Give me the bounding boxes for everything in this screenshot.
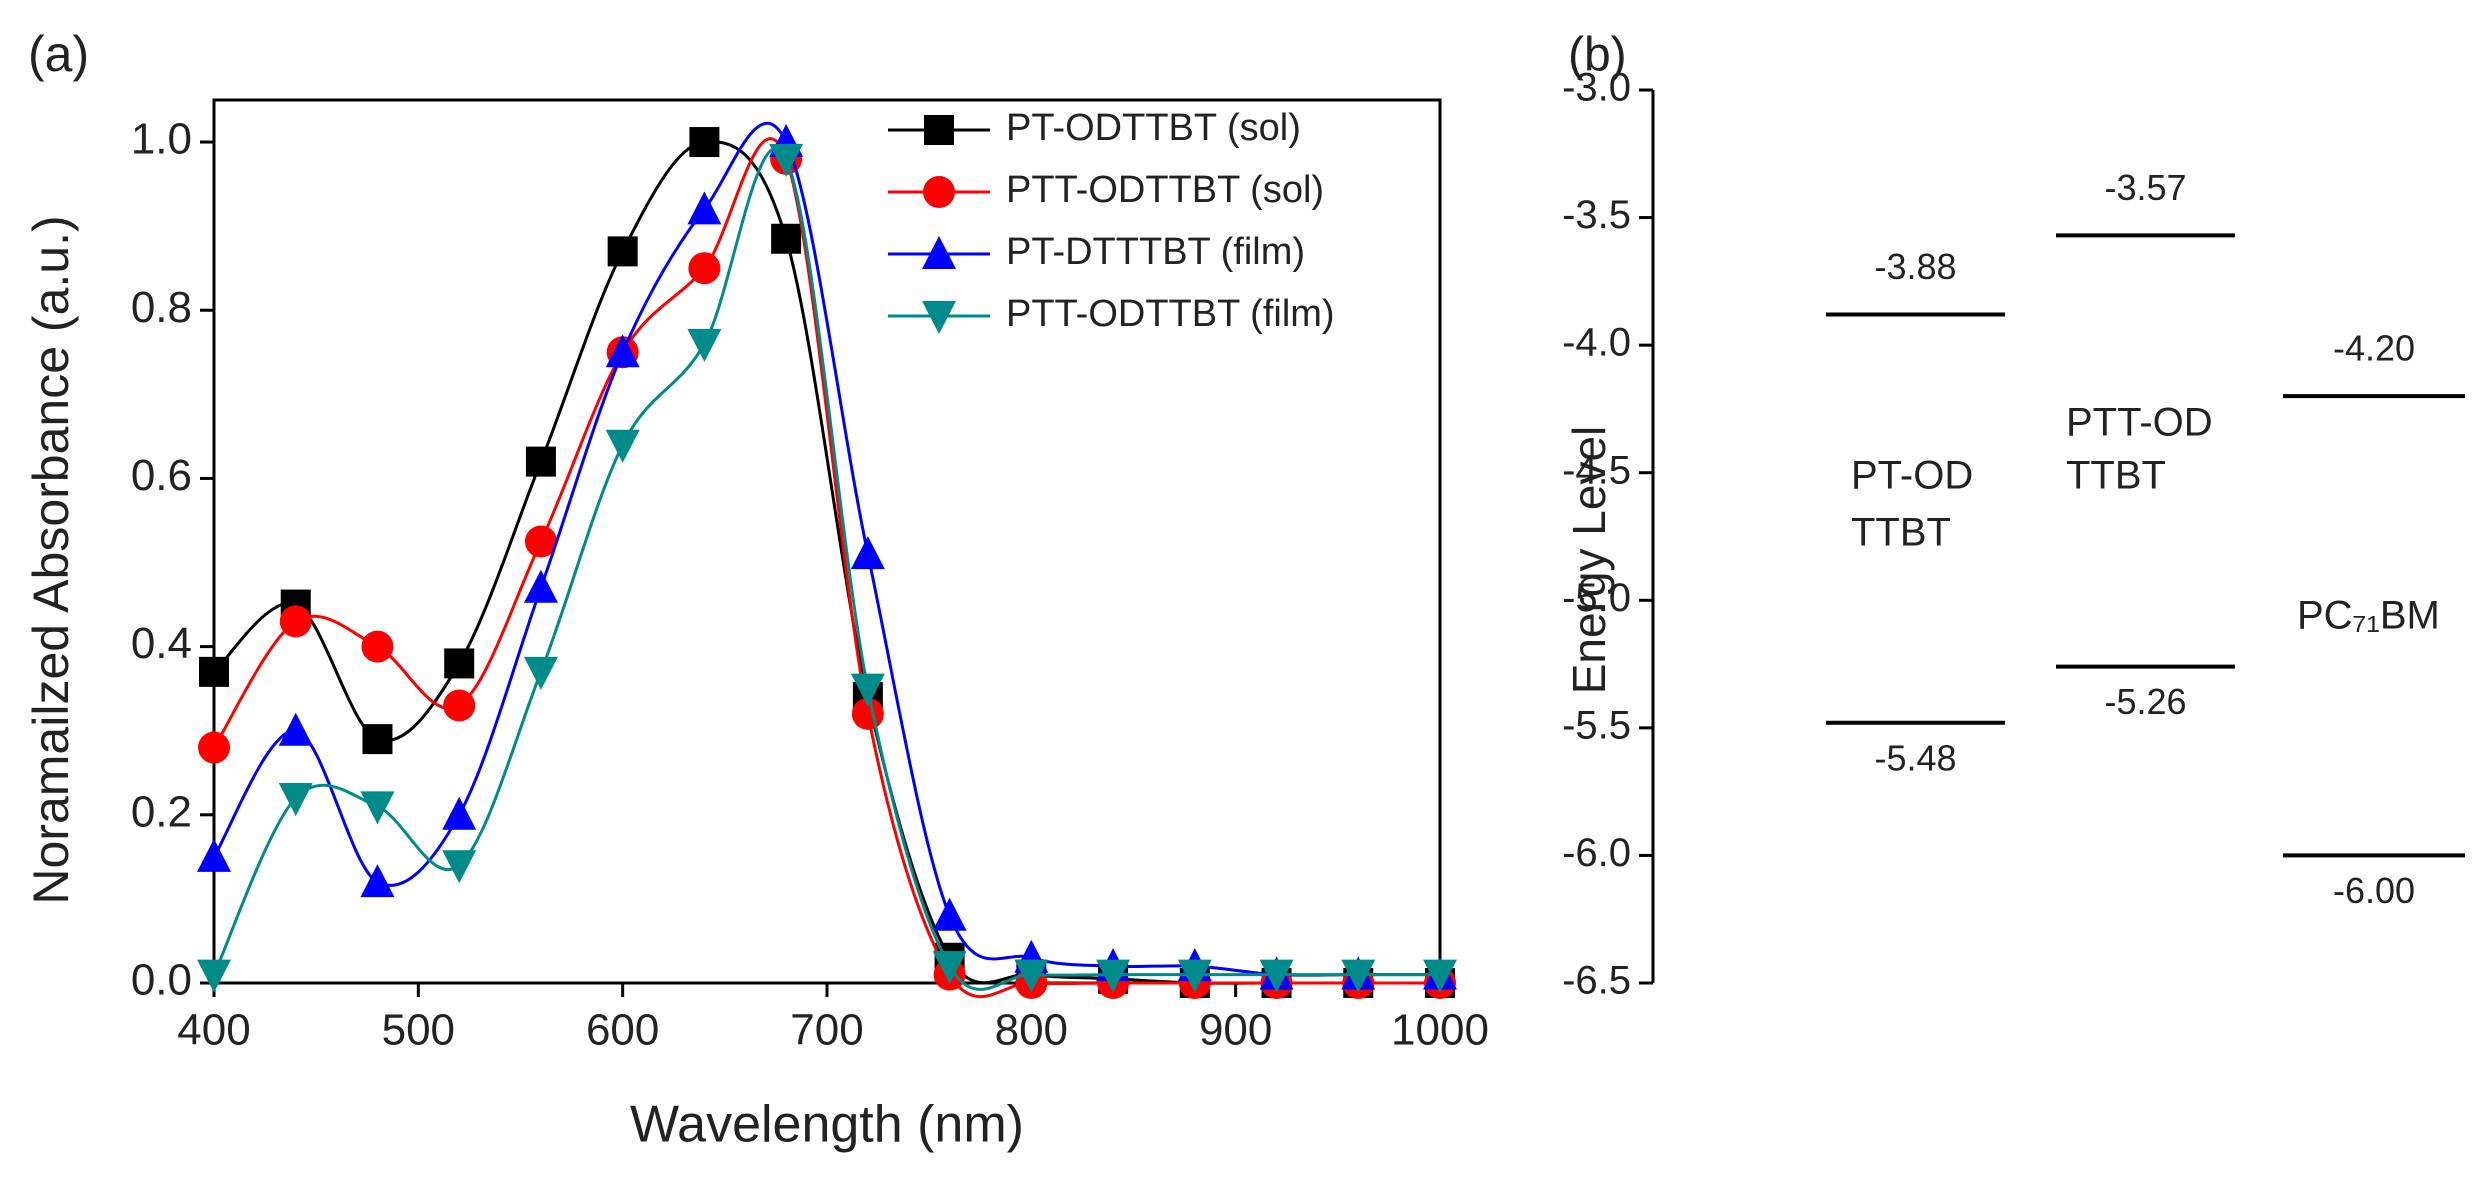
plot-frame bbox=[212, 98, 1442, 985]
marker bbox=[687, 328, 722, 362]
marker bbox=[687, 191, 722, 225]
y-tick-label: -4.0 bbox=[1562, 321, 1631, 365]
marker bbox=[360, 791, 395, 825]
marker bbox=[523, 569, 558, 603]
marker bbox=[199, 656, 229, 687]
legend-label: PTT-ODTTBT (film) bbox=[1006, 293, 1335, 335]
y-tick-label: -5.0 bbox=[1562, 576, 1631, 620]
material-label: PC₇₁BM bbox=[2297, 594, 2440, 638]
level-label: -5.48 bbox=[1874, 737, 1956, 778]
y-tick-label: 0.8 bbox=[131, 283, 192, 332]
marker bbox=[1259, 959, 1294, 993]
level-label: -3.57 bbox=[2104, 167, 2186, 208]
legend-marker bbox=[924, 115, 954, 145]
level-label: -3.88 bbox=[1874, 246, 1956, 287]
y-tick-label: -3.0 bbox=[1562, 66, 1631, 110]
y-tick-label: 0.2 bbox=[131, 787, 192, 836]
marker bbox=[932, 951, 967, 985]
y-tick-label: -6.5 bbox=[1562, 959, 1631, 1003]
material-label: PT-OD bbox=[1851, 454, 1973, 498]
y-tick-label: 0.0 bbox=[131, 956, 192, 1005]
material-label: TTBT bbox=[1851, 511, 1951, 555]
marker bbox=[688, 252, 721, 285]
marker bbox=[850, 536, 885, 570]
marker bbox=[443, 689, 476, 722]
y-tick-label: 0.6 bbox=[131, 451, 192, 500]
marker bbox=[198, 731, 230, 764]
marker bbox=[197, 959, 231, 993]
panel-label: (b) bbox=[1568, 29, 1627, 82]
marker bbox=[605, 429, 640, 463]
x-tick-label: 700 bbox=[790, 1006, 863, 1055]
marker bbox=[1341, 959, 1376, 993]
y-tick-label: -3.5 bbox=[1562, 193, 1631, 237]
marker bbox=[605, 334, 640, 368]
y-axis-title: Energy Level bbox=[1563, 426, 1615, 695]
marker bbox=[444, 648, 475, 679]
y-tick-label: -4.5 bbox=[1562, 448, 1631, 492]
y-tick-label: -6.0 bbox=[1562, 831, 1631, 875]
marker bbox=[278, 712, 313, 746]
legend-marker bbox=[922, 236, 956, 269]
marker bbox=[771, 223, 802, 254]
marker bbox=[689, 127, 720, 158]
x-tick-label: 600 bbox=[586, 1006, 659, 1055]
marker bbox=[442, 796, 477, 830]
series-line bbox=[212, 122, 1440, 977]
marker bbox=[278, 782, 313, 816]
marker bbox=[525, 446, 556, 477]
panel-label: (a) bbox=[28, 26, 89, 82]
x-tick-label: 500 bbox=[382, 1006, 455, 1055]
x-axis-title: Wavelength (nm) bbox=[630, 1096, 1024, 1154]
marker bbox=[360, 864, 395, 898]
y-tick-label: 1.0 bbox=[131, 115, 192, 164]
x-tick-label: 1000 bbox=[1391, 1006, 1489, 1055]
x-tick-label: 400 bbox=[177, 1006, 250, 1055]
legend-label: PT-DTTTBT (film) bbox=[1006, 231, 1305, 273]
level-label: -4.20 bbox=[2333, 328, 2415, 369]
legend-label: PT-ODTTBT (sol) bbox=[1006, 107, 1301, 149]
y-tick-label: 0.4 bbox=[131, 619, 192, 668]
marker bbox=[1423, 959, 1457, 993]
marker bbox=[524, 525, 557, 558]
marker bbox=[1014, 959, 1049, 993]
marker bbox=[769, 143, 804, 177]
marker bbox=[1177, 959, 1212, 993]
marker bbox=[279, 605, 312, 638]
y-axis-title: Noramailzed Absorbance (a.u.) bbox=[23, 215, 79, 904]
marker bbox=[1096, 959, 1131, 993]
x-tick-label: 800 bbox=[995, 1006, 1068, 1055]
marker bbox=[197, 838, 231, 872]
material-label: TTBT bbox=[2066, 454, 2166, 498]
y-tick-label: -5.5 bbox=[1562, 703, 1631, 747]
legend-label: PTT-ODTTBT (sol) bbox=[1006, 169, 1324, 211]
legend-marker bbox=[923, 176, 955, 208]
marker bbox=[442, 850, 477, 884]
marker bbox=[932, 897, 967, 931]
marker bbox=[361, 630, 394, 663]
legend-marker bbox=[922, 301, 956, 334]
series-line bbox=[212, 147, 1440, 991]
marker bbox=[523, 656, 558, 690]
x-tick-label: 900 bbox=[1199, 1006, 1272, 1055]
level-label: -6.00 bbox=[2333, 870, 2415, 911]
material-label: PTT-OD bbox=[2066, 401, 2213, 445]
marker bbox=[850, 673, 885, 707]
level-label: -5.26 bbox=[2104, 681, 2186, 722]
marker bbox=[607, 236, 638, 267]
marker bbox=[362, 724, 393, 755]
